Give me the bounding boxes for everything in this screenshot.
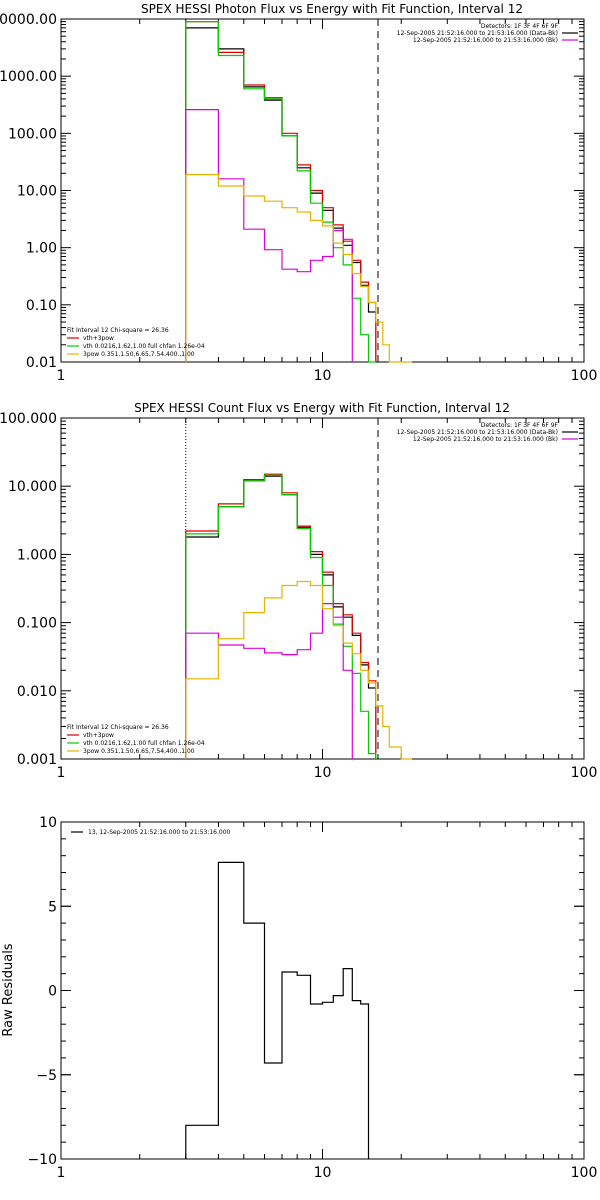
x-tick-label: 100 bbox=[571, 1165, 598, 1181]
y-tick-label: 0.01 bbox=[26, 355, 57, 371]
y-tick-label: 10 bbox=[39, 815, 57, 831]
series-line-0 bbox=[185, 475, 377, 759]
plot-frame bbox=[60, 821, 585, 1160]
legend-text: vth+3pow bbox=[83, 732, 114, 739]
legend-text: vth 0.0216,1.62,1.00 full chfan 1.26e-04 bbox=[83, 740, 205, 747]
legend-text: Fit Interval 12 Chi-square = 26.36 bbox=[67, 327, 169, 334]
y-tick-label: 1.00 bbox=[26, 241, 57, 257]
y-tick-label: 5 bbox=[48, 899, 57, 915]
x-tick-label: 1 bbox=[57, 765, 66, 781]
chart-title: SPEX HESSI Count Flux vs Energy with Fit… bbox=[134, 401, 510, 415]
series-line-1 bbox=[185, 21, 377, 362]
x-tick-label: 100 bbox=[571, 368, 598, 384]
legend-text: vth 0.0216,1.62,1.00 full chfan 1.26e-04 bbox=[83, 343, 205, 350]
x-tick-label: 100 bbox=[571, 765, 598, 781]
series-line-3 bbox=[185, 603, 353, 759]
legend-text: Detectors: 1F 3F 4F 6F 9F bbox=[481, 23, 559, 30]
y-tick-label: 0.10 bbox=[26, 298, 57, 314]
legend-text: 12-Sep-2005 21:52:16.000 to 21:53:16.000… bbox=[413, 37, 558, 44]
series-line-2 bbox=[185, 21, 376, 363]
x-tick-label: 1 bbox=[57, 368, 66, 384]
y-tick-label: 100.000 bbox=[0, 411, 57, 427]
x-tick-label: 1 bbox=[57, 1165, 66, 1181]
chart-title: SPEX HESSI Photon Flux vs Energy with Fi… bbox=[141, 2, 523, 16]
y-tick-label: −10 bbox=[27, 1152, 57, 1168]
legend-text: 3pow 0.351,1.50,6.65,7.54,400.,1.00 bbox=[83, 351, 195, 358]
y-tick-label: 0.100 bbox=[17, 616, 57, 632]
x-tick-label: 10 bbox=[314, 1165, 332, 1181]
residuals-chart: Raw Residuals 1 10 100 10 5 0 −5 −10 13, 12-Sep-… bbox=[1, 815, 598, 1181]
photon-flux-chart: SPEX HESSI Photon Flux vs Energy with Fi… bbox=[0, 2, 598, 384]
y-tick-label: 0.001 bbox=[17, 752, 57, 768]
series-line-3 bbox=[185, 109, 353, 362]
x-tick-label: 10 bbox=[314, 368, 332, 384]
series-line-4 bbox=[185, 580, 412, 760]
y-tick-label: 1000.00 bbox=[0, 69, 57, 85]
y-tick-label: 10.000 bbox=[8, 479, 57, 495]
y-tick-label: −5 bbox=[36, 1068, 57, 1084]
legend-text: vth+3pow bbox=[83, 335, 114, 342]
series-line-0 bbox=[185, 861, 370, 1159]
series-line-1 bbox=[185, 473, 377, 759]
y-tick-label: 0.010 bbox=[17, 684, 57, 700]
legend-text: 3pow 0.351,1.50,6.65,7.54,400.,1.00 bbox=[83, 748, 195, 755]
legend-text: Detectors: 1F 3F 4F 6F 9F bbox=[481, 422, 559, 429]
legend-text: 12-Sep-2005 21:52:16.000 to 21:53:16.000… bbox=[397, 30, 558, 37]
y-tick-label: 0 bbox=[48, 984, 57, 1000]
series-line-2 bbox=[185, 474, 377, 759]
y-axis-label: Raw Residuals bbox=[1, 943, 16, 1036]
legend-text: 12-Sep-2005 21:52:16.000 to 21:53:16.000… bbox=[413, 436, 558, 443]
y-tick-label: 100.00 bbox=[8, 126, 57, 142]
count-flux-chart: SPEX HESSI Count Flux vs Energy with Fit… bbox=[0, 401, 598, 781]
x-tick-label: 10 bbox=[314, 765, 332, 781]
series-line-0 bbox=[185, 27, 377, 362]
legend-text: Fit Interval 12 Chi-square = 26.36 bbox=[67, 724, 169, 731]
y-tick-label: 1.000 bbox=[17, 547, 57, 563]
legend-text: 13, 12-Sep-2005 21:52:16.000 to 21:53:16… bbox=[88, 829, 231, 836]
y-tick-label: 10.00 bbox=[17, 184, 57, 200]
series-line-4 bbox=[185, 174, 412, 363]
legend-text: 12-Sep-2005 21:52:16.000 to 21:53:16.000… bbox=[397, 429, 558, 436]
